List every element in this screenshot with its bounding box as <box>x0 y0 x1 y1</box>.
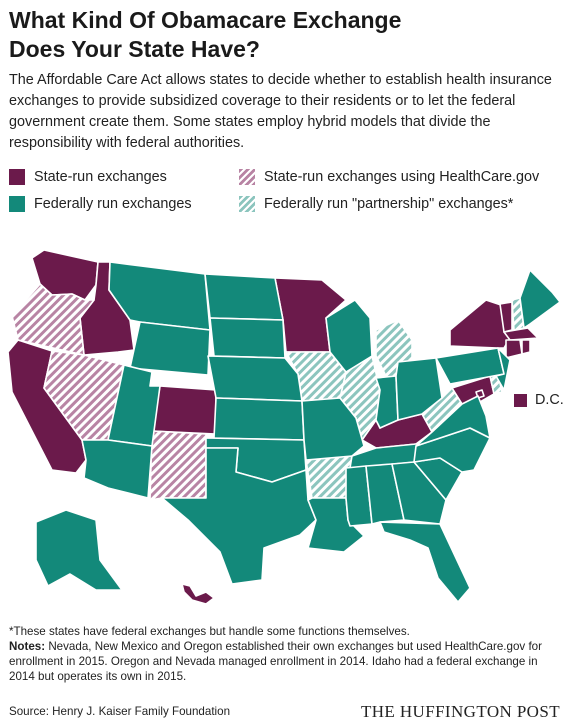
notes-label: Notes: <box>9 640 46 653</box>
notes: *These states have federal exchanges but… <box>9 624 565 684</box>
notes-text: Nevada, New Mexico and Oregon establishe… <box>9 640 542 683</box>
state-hi <box>181 583 215 605</box>
state-wy <box>129 321 211 376</box>
title-line-2: Does Your State Have? <box>9 36 260 62</box>
legend-label-partnership: Federally run "partnership" exchanges* <box>264 196 514 212</box>
legend-item-state-run: State-run exchanges <box>9 167 167 187</box>
state-sd <box>209 317 286 359</box>
dc-legend: D.C. <box>514 392 564 408</box>
page-title: What Kind Of Obamacare Exchange Does You… <box>9 6 561 64</box>
state-nd <box>204 273 284 321</box>
legend-label-federal: Federally run exchanges <box>34 196 192 212</box>
state-az <box>81 439 153 499</box>
state-fl <box>379 521 471 603</box>
dc-label: D.C. <box>535 392 564 408</box>
dc-swatch <box>514 393 527 407</box>
state-wi <box>325 299 373 373</box>
us-exchange-map <box>7 249 561 605</box>
legend-item-state-run-healthcare-gov: State-run exchanges using HealthCare.gov <box>239 167 539 187</box>
legend-label-state-run: State-run exchanges <box>34 169 167 185</box>
state-ks <box>213 397 305 441</box>
state-va <box>415 395 491 447</box>
state-ga <box>391 461 447 525</box>
subtitle: The Affordable Care Act allows states to… <box>9 72 552 151</box>
state-ri <box>521 339 531 355</box>
footnote: *These states have federal exchanges but… <box>9 625 410 638</box>
notes-paragraph: Notes: Nevada, New Mexico and Oregon est… <box>9 639 565 684</box>
legend: State-run exchanges State-run exchanges … <box>9 167 565 223</box>
state-ct <box>505 339 523 359</box>
source: Source: Henry J. Kaiser Family Foundatio… <box>9 705 231 718</box>
state-or <box>11 283 95 356</box>
state-ak <box>35 509 123 591</box>
legend-label-state-run-healthcare-gov: State-run exchanges using HealthCare.gov <box>264 169 540 185</box>
legend-swatch-state-run <box>9 169 25 185</box>
legend-item-federal: Federally run exchanges <box>9 194 192 214</box>
legend-swatch-federal <box>9 196 25 212</box>
state-nj <box>495 347 511 391</box>
state-nm <box>149 430 207 501</box>
brand-logo: THE HUFFINGTON POST <box>360 702 560 721</box>
state-me <box>519 269 561 329</box>
state-co <box>151 385 217 435</box>
state-tx <box>161 447 317 585</box>
title-line-1: What Kind Of Obamacare Exchange <box>9 7 402 33</box>
legend-swatch-state-run-healthcare-gov <box>239 169 255 185</box>
state-ne <box>207 355 303 402</box>
legend-item-partnership: Federally run "partnership" exchanges* <box>239 194 513 214</box>
legend-swatch-partnership <box>239 196 255 212</box>
state-mo <box>301 397 365 461</box>
state-in <box>375 375 399 429</box>
